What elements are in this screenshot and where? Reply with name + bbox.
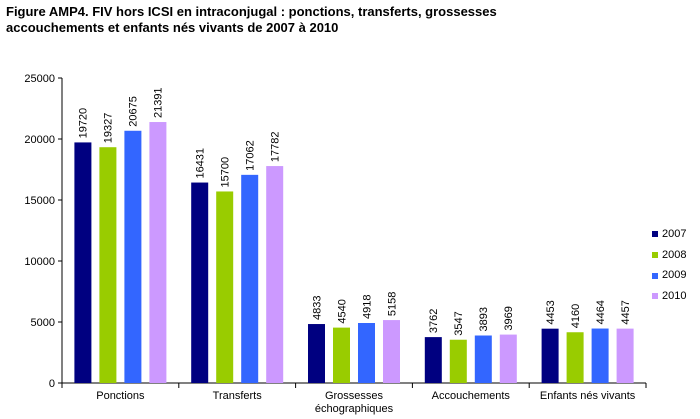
bar-2007-1 xyxy=(191,182,209,383)
bar-2010-3 xyxy=(499,334,517,383)
bar-2008-4 xyxy=(566,332,584,383)
bar-2010-0 xyxy=(149,122,167,384)
data-label-2007-2: 4833 xyxy=(311,296,323,320)
data-label-2007-3: 3762 xyxy=(428,309,440,333)
data-label-2008-4: 4160 xyxy=(570,304,582,328)
data-label-2009-1: 17062 xyxy=(245,140,257,171)
chart-title-line-2: accouchements et enfants nés vivants de … xyxy=(6,20,339,35)
data-label-2009-4: 4464 xyxy=(595,300,607,324)
data-label-2010-0: 21391 xyxy=(153,87,165,118)
data-label-2008-0: 19327 xyxy=(103,113,115,144)
data-label-2008-3: 3547 xyxy=(453,311,465,335)
bar-2009-0 xyxy=(124,130,142,383)
y-tick-label-20000: 20000 xyxy=(24,134,55,146)
data-label-2010-1: 17782 xyxy=(270,131,282,162)
legend-item-2007: 2007 xyxy=(652,224,686,245)
legend-label-2010: 2010 xyxy=(662,289,687,302)
bar-2009-4 xyxy=(591,328,609,383)
data-label-2007-0: 19720 xyxy=(78,108,90,139)
legend-swatch-2008 xyxy=(652,252,658,259)
y-tick-label-0: 0 xyxy=(49,378,55,390)
x-category-label-2-line-1: échographiques xyxy=(315,403,394,415)
x-category-label-3: Accouchements xyxy=(432,390,511,402)
y-tick-label-25000: 25000 xyxy=(24,73,55,85)
data-label-2010-3: 3969 xyxy=(503,306,515,330)
legend-item-2010: 2010 xyxy=(652,286,686,307)
x-category-label-0: Ponctions xyxy=(96,390,145,402)
data-label-2008-1: 15700 xyxy=(220,157,232,188)
data-label-2007-4: 4453 xyxy=(545,300,557,324)
bar-2009-3 xyxy=(474,335,492,383)
legend-swatch-2009 xyxy=(652,272,658,279)
chart-title-line-1: Figure AMP4. FIV hors ICSI en intraconju… xyxy=(6,4,497,19)
bar-2010-1 xyxy=(266,166,284,383)
bar-2007-3 xyxy=(424,337,442,383)
bar-2008-1 xyxy=(216,191,234,383)
data-label-2009-2: 4918 xyxy=(361,295,373,319)
y-tick-label-5000: 5000 xyxy=(31,317,55,329)
bar-2009-1 xyxy=(241,174,259,383)
legend-label-2008: 2008 xyxy=(662,248,687,261)
bar-2010-2 xyxy=(383,320,400,383)
bar-2008-0 xyxy=(99,147,117,383)
bar-2007-4 xyxy=(541,328,559,383)
data-label-2010-4: 4457 xyxy=(620,300,632,324)
legend-item-2009: 2009 xyxy=(652,265,686,286)
legend-swatch-2007 xyxy=(652,231,658,238)
data-label-2010-2: 5158 xyxy=(386,292,398,316)
data-label-2008-2: 4540 xyxy=(336,299,348,323)
x-category-label-2-line-0: Grossesses xyxy=(325,390,384,402)
legend-label-2009: 2009 xyxy=(662,269,687,282)
legend-item-2008: 2008 xyxy=(652,245,686,266)
bar-2008-3 xyxy=(449,339,467,383)
bar-2010-4 xyxy=(616,328,634,383)
chart-title: Figure AMP4. FIV hors ICSI en intraconju… xyxy=(6,4,696,36)
x-category-label-4: Enfants nés vivants xyxy=(540,390,636,402)
bar-2008-2 xyxy=(333,327,350,383)
legend-swatch-2010 xyxy=(652,293,658,300)
bar-2007-0 xyxy=(74,142,92,383)
x-category-label-1: Transferts xyxy=(213,390,263,402)
y-tick-label-10000: 10000 xyxy=(24,256,55,268)
data-label-2009-3: 3893 xyxy=(478,307,490,331)
legend-label-2007: 2007 xyxy=(662,227,687,240)
bar-2009-2 xyxy=(358,323,375,383)
chart-legend: 2007 2008 2009 2010 xyxy=(652,224,686,307)
data-label-2009-0: 20675 xyxy=(128,96,140,127)
y-tick-label-15000: 15000 xyxy=(24,195,55,207)
bar-2007-2 xyxy=(308,324,325,383)
data-label-2007-1: 16431 xyxy=(195,148,207,179)
